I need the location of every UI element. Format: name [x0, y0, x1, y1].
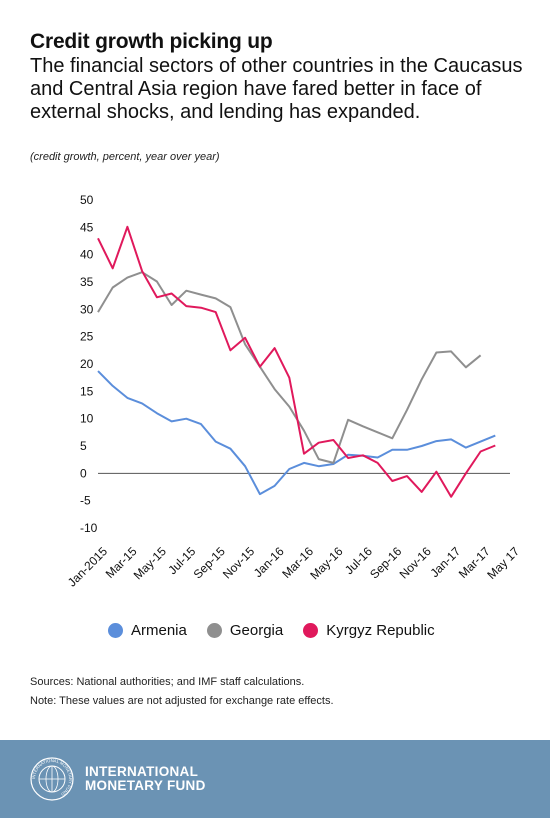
y-tick-label: 40: [80, 248, 94, 262]
x-tick-label: May-16: [307, 544, 345, 582]
chart-subtitle: The financial sectors of other countries…: [30, 55, 523, 123]
legend-swatch-armenia: [108, 623, 123, 638]
x-tick-label: May 17: [484, 544, 522, 582]
legend-label-armenia: Armenia: [131, 622, 187, 639]
imf-seal-icon: INTERNATIONAL MONETARY FUND: [30, 757, 74, 801]
series-line-armenia: [97, 370, 496, 496]
y-tick-label: 0: [80, 466, 87, 480]
chart-title: Credit growth picking up: [30, 30, 273, 53]
legend-swatch-kyrgyz: [303, 623, 319, 638]
y-tick-label: 45: [80, 220, 94, 234]
exchange-rate-note: Note: These values are not adjusted for …: [30, 695, 334, 707]
brand-line-2: MONETARY FUND: [85, 778, 206, 793]
x-tick-label: Nov-15: [220, 544, 257, 581]
y-tick-label: 35: [80, 275, 94, 289]
y-tick-label: 25: [80, 330, 94, 344]
y-tick-label: 10: [80, 412, 94, 426]
y-tick-label: 15: [80, 384, 94, 398]
x-axis-ticks: Jan-2015Mar-15May-15Jul-15Sep-15Nov-15Ja…: [65, 544, 523, 590]
legend-label-kyrgyz: Kyrgyz Republic: [326, 622, 435, 639]
x-tick-label: Nov-16: [397, 544, 434, 581]
series-line-kyrgyz-republic: [97, 225, 496, 498]
imf-brand: INTERNATIONAL MONETARY FUND: [85, 765, 206, 793]
y-tick-label: 5: [80, 439, 87, 453]
sources-note: Sources: National authorities; and IMF s…: [30, 676, 305, 688]
y-axis-ticks: -10 -5 0 5 10 15 20 25 30 35 40 45 50: [80, 193, 98, 535]
line-chart: -10 -5 0 5 10 15 20 25 30 35 40 45 50 Jan-2015Mar-15…: [65, 193, 523, 590]
legend-swatch-georgia: [206, 623, 222, 638]
x-tick-label: Jan-2015: [65, 544, 111, 590]
chart-legend: Armenia Georgia Kyrgyz Republic: [108, 622, 435, 639]
y-tick-label: 30: [80, 302, 94, 316]
x-tick-label: Sep-16: [367, 544, 404, 581]
legend-label-georgia: Georgia: [229, 622, 284, 639]
x-tick-label: Sep-15: [191, 544, 228, 581]
x-tick-label: Jan-16: [251, 544, 287, 580]
legend-item-armenia: Armenia: [108, 622, 187, 639]
units-label: (credit growth, percent, year over year): [30, 151, 220, 163]
brand-line-1: INTERNATIONAL: [85, 764, 199, 779]
y-tick-label: -5: [80, 494, 91, 508]
y-tick-label: 50: [80, 193, 94, 207]
y-tick-label: -10: [80, 521, 98, 535]
x-tick-label: May-15: [131, 544, 169, 582]
footer-banner: INTERNATIONAL MONETARY FUND INTERNATIONA…: [0, 740, 550, 818]
y-tick-label: 20: [80, 357, 94, 371]
legend-item-kyrgyz: Kyrgyz Republic: [303, 622, 435, 639]
series-lines: [97, 225, 496, 498]
series-line-georgia: [97, 271, 482, 464]
legend-item-georgia: Georgia: [206, 622, 284, 639]
